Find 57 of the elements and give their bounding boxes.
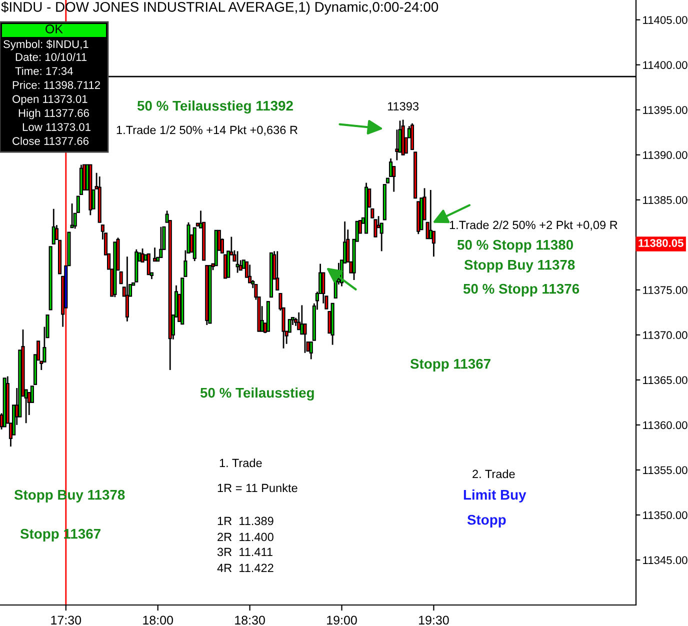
annotation: Close 11377.66 bbox=[12, 136, 89, 145]
x-tick-label: 17:30 bbox=[51, 616, 82, 625]
annotation: 1.Trade 2/2 50% +2 Pkt +0,09 R bbox=[450, 220, 618, 231]
candlestick bbox=[140, 248, 144, 263]
y-tick-label: 11375.00 bbox=[643, 286, 688, 294]
annotation: 11393 bbox=[388, 102, 419, 110]
annotation: 2R 11.400 bbox=[218, 532, 274, 542]
candlestick bbox=[70, 202, 74, 228]
x-tick-label: 19:30 bbox=[419, 616, 449, 625]
annotation: Open 11373.01 bbox=[12, 95, 88, 106]
y-tick-label: 11405.00 bbox=[643, 16, 688, 24]
candlestick bbox=[288, 319, 292, 333]
annotation: Symbol: $INDU,1 bbox=[4, 40, 88, 50]
annotation: 3R 11.411 bbox=[217, 548, 272, 556]
annotation: 50 % Stopp 11380 bbox=[457, 240, 574, 252]
annotation: Stopp Buy 11378 bbox=[464, 260, 575, 272]
y-tick-label: 11370.00 bbox=[643, 331, 688, 340]
candlestick bbox=[392, 166, 396, 192]
annotation: 50 % Stopp 11376 bbox=[463, 284, 580, 296]
candlestick bbox=[236, 250, 240, 274]
text: 11380.05 bbox=[638, 239, 684, 247]
annotation: 2. Trade bbox=[472, 469, 515, 478]
y-tick-label: 11390.00 bbox=[643, 151, 688, 159]
y-tick-label: 11345.00 bbox=[643, 556, 688, 564]
candlestick bbox=[146, 253, 150, 276]
annotation: 1.Trade 1/2 50% +14 Pkt +0,636 R bbox=[116, 125, 298, 136]
candlestick bbox=[125, 256, 129, 322]
y-tick-label: 11350.00 bbox=[643, 511, 688, 520]
y-tick-label: 11365.00 bbox=[643, 376, 688, 384]
annotation: Stopp bbox=[467, 514, 506, 528]
y-tick-label: 11355.00 bbox=[643, 466, 688, 474]
y-tick-label: 11395.00 bbox=[643, 106, 688, 114]
annotation: 4R 11.422 bbox=[217, 564, 274, 572]
candlestick bbox=[303, 323, 307, 354]
annotation: Limit Buy bbox=[464, 490, 526, 502]
annotation: 50 % Teilausstieg bbox=[200, 387, 314, 401]
annotation: 50 % Teilausstieg 11392 bbox=[137, 100, 293, 114]
y-tick-label: 11385.00 bbox=[643, 196, 688, 204]
annotation: Time: 17:34 bbox=[15, 66, 73, 75]
candlestick bbox=[159, 226, 163, 258]
annotation: 1. Trade bbox=[220, 458, 262, 468]
y-tick-label: 11360.00 bbox=[643, 421, 688, 430]
annotation: Date: 10/10/11 bbox=[16, 52, 87, 61]
annotation: OK bbox=[46, 24, 63, 34]
annotation: Stopp 11367 bbox=[410, 358, 490, 372]
candlestick bbox=[432, 230, 436, 258]
annotation: Price: 11398.7112 bbox=[12, 80, 100, 89]
annotation: 1R 11.389 bbox=[218, 516, 274, 526]
annotation: 1R = 11 Punkte bbox=[218, 483, 298, 492]
candlestick bbox=[395, 128, 399, 161]
annotation: Low 11373.01 bbox=[22, 123, 90, 131]
y-tick-label: 11400.00 bbox=[643, 61, 688, 69]
x-tick-label: 18:00 bbox=[143, 616, 174, 625]
x-tick-label: 19:00 bbox=[327, 616, 357, 625]
candlestick bbox=[276, 250, 280, 291]
annotation: High 11377.66 bbox=[18, 108, 89, 120]
x-tick-label: 18:30 bbox=[235, 616, 265, 625]
